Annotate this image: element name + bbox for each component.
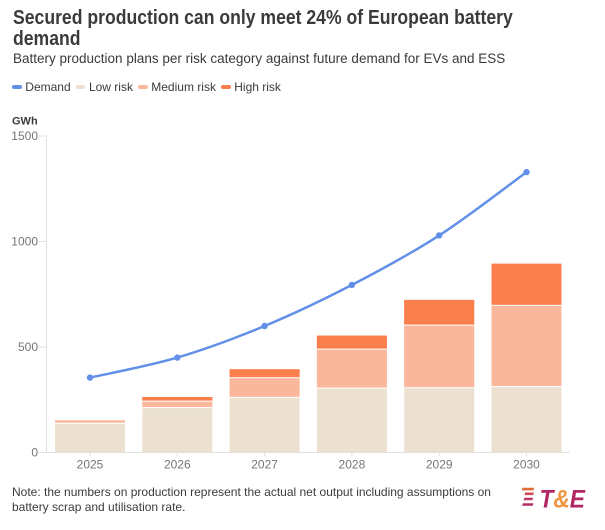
svg-text:2026: 2026 — [164, 458, 191, 472]
svg-text:2029: 2029 — [426, 458, 453, 472]
svg-text:2027: 2027 — [251, 458, 278, 472]
svg-text:2030: 2030 — [513, 458, 540, 472]
svg-text:1500: 1500 — [11, 129, 38, 143]
svg-text:T&E: T&E — [539, 486, 586, 513]
svg-text:1000: 1000 — [11, 235, 38, 249]
svg-text:2025: 2025 — [77, 458, 104, 472]
svg-text:0: 0 — [31, 446, 38, 460]
svg-text:2028: 2028 — [339, 458, 366, 472]
svg-text:500: 500 — [18, 340, 38, 354]
svg-text:GWh: GWh — [12, 116, 38, 128]
